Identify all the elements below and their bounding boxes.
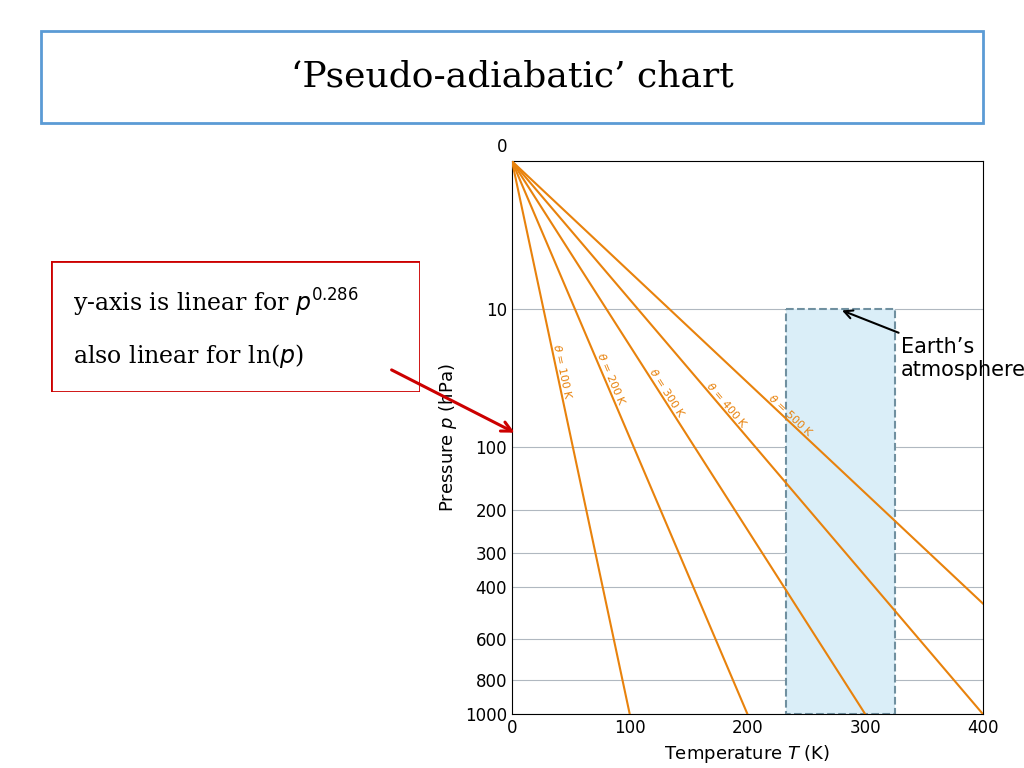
- Text: Earth’s
atmosphere: Earth’s atmosphere: [844, 310, 1024, 379]
- Text: $\theta$ = 200 K: $\theta$ = 200 K: [595, 350, 628, 408]
- X-axis label: Temperature $T$ (K): Temperature $T$ (K): [665, 743, 830, 765]
- Bar: [786, 310, 895, 714]
- Y-axis label: Pressure $p$ (hPa): Pressure $p$ (hPa): [437, 363, 460, 512]
- FancyBboxPatch shape: [51, 261, 420, 392]
- FancyBboxPatch shape: [41, 31, 983, 123]
- Text: ‘Pseudo-adiabatic’ chart: ‘Pseudo-adiabatic’ chart: [291, 60, 733, 94]
- Text: $\theta$ = 500 K: $\theta$ = 500 K: [766, 392, 816, 439]
- Text: 0: 0: [497, 137, 507, 156]
- Text: also linear for ln($p$): also linear for ln($p$): [74, 343, 304, 370]
- Text: y-axis is linear for $p^{0.286}$: y-axis is linear for $p^{0.286}$: [74, 286, 358, 319]
- Text: $\theta$ = 100 K: $\theta$ = 100 K: [551, 343, 574, 402]
- Text: $\theta$ = 400 K: $\theta$ = 400 K: [705, 379, 751, 431]
- Text: $\theta$ = 300 K: $\theta$ = 300 K: [646, 366, 687, 420]
